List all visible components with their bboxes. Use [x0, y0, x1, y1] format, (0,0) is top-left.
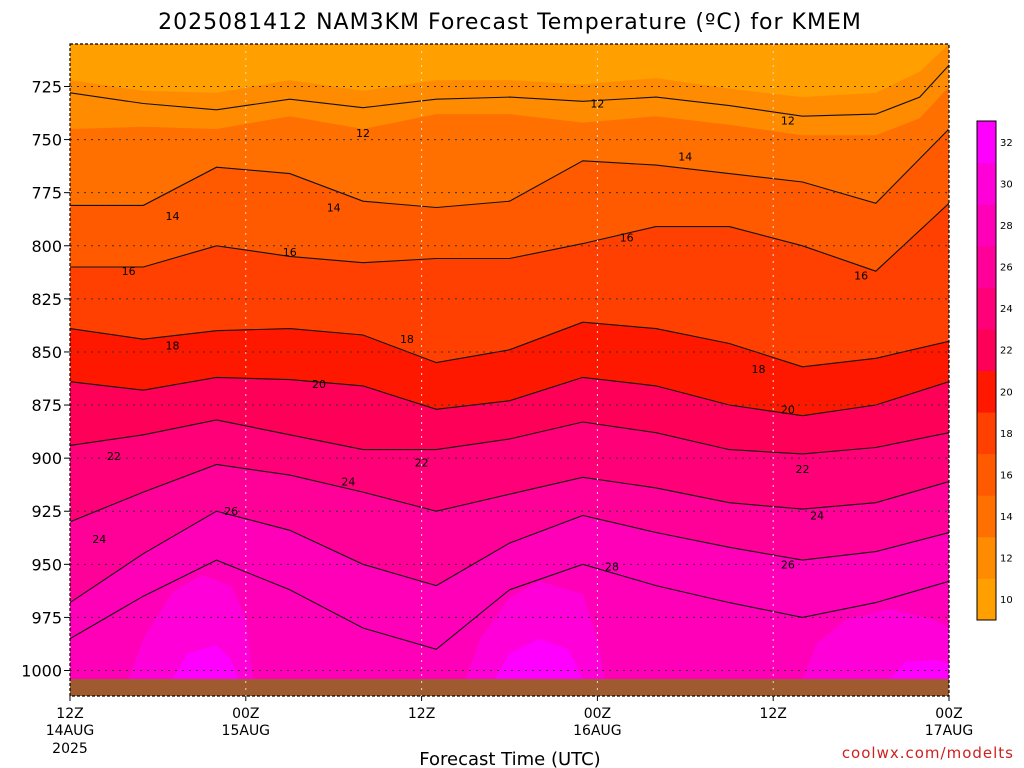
- colorbar-swatch: [977, 370, 996, 413]
- isotherm-14: [70, 128, 949, 209]
- x-tick-date: 17AUG: [925, 723, 974, 739]
- y-tick-label: 875: [31, 396, 62, 415]
- colorbar-tick-label: 18: [1000, 429, 1013, 440]
- colorbar-swatch: [977, 536, 996, 579]
- colorbar-swatch: [977, 453, 996, 496]
- y-tick-label: 925: [31, 502, 62, 521]
- isotherm-label: 16: [854, 269, 868, 282]
- colorbar-swatch: [977, 495, 996, 538]
- isotherm-label: 24: [810, 509, 824, 522]
- y-tick-label: 850: [31, 343, 62, 362]
- colorbar-swatch: [977, 162, 996, 205]
- isotherm-label: 14: [166, 210, 180, 223]
- isotherm-24: [70, 463, 949, 523]
- colorbar-tick-label: 10: [1000, 595, 1013, 606]
- isotherm-label: 16: [620, 231, 634, 244]
- isotherm-label: 22: [415, 456, 429, 469]
- isotherm-label: 14: [327, 202, 341, 215]
- isotherm-label: 12: [356, 127, 370, 140]
- isotherm-label: 24: [341, 475, 355, 488]
- isotherm-12: [70, 64, 949, 117]
- x-axis-label: Forecast Time (UTC): [419, 749, 600, 768]
- temperature-band-9: [70, 511, 949, 679]
- y-tick-label: 750: [31, 131, 62, 150]
- isotherm-label: 24: [92, 533, 106, 546]
- x-tick-label: 00Z: [935, 706, 962, 722]
- colorbar-swatch: [977, 578, 996, 621]
- isotherm-22: [70, 419, 949, 455]
- colorbar-tick-label: 30: [1000, 179, 1013, 190]
- isotherm-label: 22: [107, 450, 121, 463]
- isotherm-28: [70, 559, 949, 650]
- x-tick-label: 12Z: [56, 706, 83, 722]
- colorbar-tick-label: 20: [1000, 387, 1013, 398]
- colorbar-tick-label: 26: [1000, 263, 1013, 274]
- colorbar: 10 12 14 16 18 20 22 24 26 28 30 32: [976, 120, 1013, 621]
- x-tick-label: 12Z: [759, 706, 786, 722]
- colorbar-tick-label: 28: [1000, 221, 1013, 232]
- isotherm-20: [70, 376, 949, 417]
- colorbar-tick-label: 14: [1000, 512, 1013, 523]
- isotherm-label: 16: [122, 265, 136, 278]
- x-tick-label: 00Z: [584, 706, 611, 722]
- isotherm-label: 28: [605, 560, 619, 573]
- y-tick-label: 950: [31, 555, 62, 574]
- isotherm-label: 12: [590, 97, 604, 110]
- isotherm-label: 22: [796, 463, 810, 476]
- y-tick-label: 975: [31, 608, 62, 627]
- y-tick-label: 900: [31, 449, 62, 468]
- y-tick-label: 800: [31, 237, 62, 256]
- colorbar-swatch: [977, 287, 996, 330]
- colorbar-swatch: [977, 204, 996, 247]
- isotherm-label: 18: [400, 333, 414, 346]
- temperature-band-15: [890, 659, 949, 679]
- temperature-fill: [70, 44, 949, 680]
- temperature-band-14: [494, 638, 583, 679]
- colorbar-tick-label: 16: [1000, 470, 1013, 481]
- isotherm-label: 12: [781, 114, 795, 127]
- colorbar-tick-label: 22: [1000, 346, 1013, 357]
- isotherm-label: 18: [166, 340, 180, 353]
- isotherm-label: 14: [678, 151, 692, 164]
- x-tick-date: 15AUG: [222, 723, 271, 739]
- plot-frame: [69, 43, 950, 697]
- colorbar-swatch: [977, 412, 996, 455]
- surface-ground: [70, 679, 949, 696]
- isotherm-label: 16: [283, 246, 297, 259]
- isotherm-26: [70, 510, 949, 604]
- x-tick-label: 12Z: [408, 706, 435, 722]
- isotherm-label: 20: [312, 378, 326, 391]
- colorbar-swatch: [977, 121, 996, 164]
- colorbar-swatch: [977, 245, 996, 288]
- colorbar-tick-label: 24: [1000, 304, 1013, 315]
- isotherm-label: 18: [752, 363, 766, 376]
- colorbar-tick-label: 32: [1000, 138, 1013, 149]
- y-tick-label: 775: [31, 184, 62, 203]
- chart-title: 2025081412 NAM3KM Forecast Temperature (…: [158, 10, 862, 35]
- colorbar-frame: [976, 120, 997, 621]
- colorbar-tick-label: 12: [1000, 554, 1013, 565]
- isotherm-labels: 12 12 12 14 14 14 16 16 16 16 18 18 18 20 20 22 22 22 24 24…: [92, 97, 868, 573]
- isotherm-label: 26: [781, 558, 795, 571]
- credit-text: coolwx.com/modelts: [842, 744, 1014, 762]
- x-tick-label: 00Z: [232, 706, 259, 722]
- x-tick-date: 16AUG: [573, 723, 622, 739]
- y-tick-label: 1000: [21, 662, 62, 681]
- y-tick-label: 825: [31, 290, 62, 309]
- isotherm-label: 20: [781, 403, 795, 416]
- isotherm-18: [70, 321, 949, 368]
- isotherm-16: [70, 202, 949, 272]
- x-tick-date: 14AUG: [46, 723, 95, 739]
- x-tick-year: 2025: [52, 741, 88, 757]
- colorbar-swatch: [977, 328, 996, 371]
- isotherm-contours: [70, 64, 949, 650]
- pressure-axis: 725 750 775 800 825 850 875 900 925 950 975 1000: [21, 77, 70, 681]
- y-tick-label: 725: [31, 77, 62, 96]
